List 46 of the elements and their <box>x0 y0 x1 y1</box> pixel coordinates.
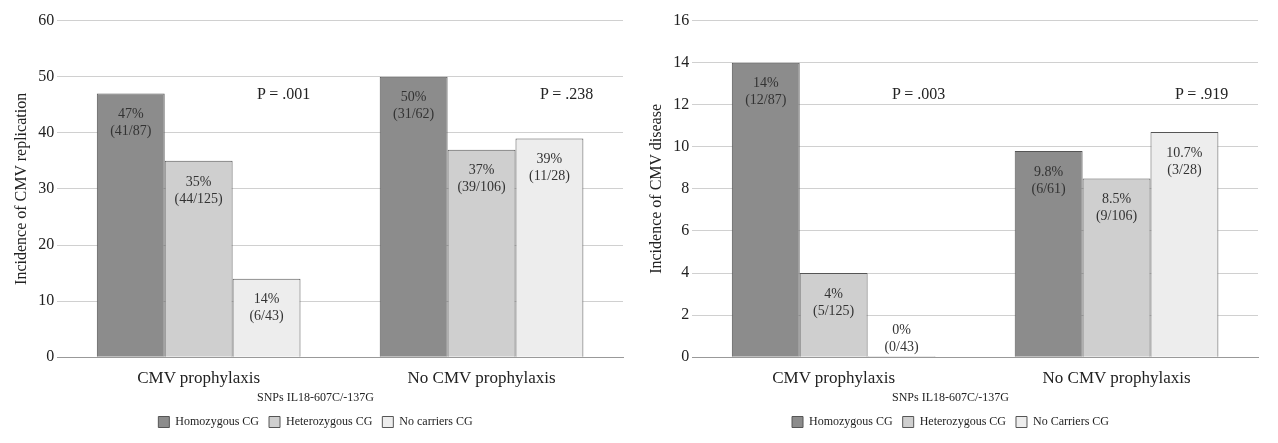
legend-label: Homozygous CG <box>175 414 260 429</box>
data-label: 37% (39/106) <box>457 162 506 196</box>
y-tick-label: 10 <box>38 291 55 309</box>
y-tick-label: 50 <box>38 66 55 84</box>
data-label: 39% (11/28) <box>529 151 571 185</box>
data-label: 47% (41/87) <box>110 106 152 140</box>
y-tick-label: 2 <box>681 305 690 323</box>
y-tick-label: 14 <box>673 52 690 70</box>
y-tick-label: 4 <box>681 263 690 281</box>
data-label: 50% (31/62) <box>393 89 435 123</box>
y-tick-label: 20 <box>38 235 55 253</box>
y-tick-label: 60 <box>38 10 55 28</box>
x-tick-label: No CMV prophylaxis <box>407 367 556 387</box>
data-label: 35% (44/125) <box>174 173 224 207</box>
x-tick-label: CMV prophylaxis <box>137 367 261 387</box>
legend-label: No Carriers CG <box>1033 414 1110 429</box>
data-label: 10.7% (3/28) <box>1166 144 1203 178</box>
y-tick-label: 0 <box>681 347 690 365</box>
y-tick-label: 10 <box>673 137 690 155</box>
y-tick-label: 40 <box>38 123 55 140</box>
legend-label: Homozygous CG <box>809 414 894 429</box>
data-label: 14% (12/87) <box>745 75 787 109</box>
x-tick-label: No CMV prophylaxis <box>1042 367 1191 387</box>
legend-label: Heterozygous CG <box>919 414 1007 429</box>
data-label: 9.8% (6/61) <box>1031 163 1067 197</box>
data-label: 0% (0/43) <box>884 321 919 355</box>
annotation: P = .919 <box>1174 84 1229 102</box>
legend-label: Heterozygous CG <box>286 414 373 429</box>
y-tick-label: 6 <box>681 221 690 239</box>
y-tick-label: 12 <box>673 94 690 112</box>
y-tick-label: 30 <box>38 179 55 197</box>
legend-title: SNPs IL18-607C/-137G <box>256 389 375 404</box>
y-axis-title: Incidence of CMV replication <box>11 92 30 285</box>
data-label: 14% (6/43) <box>249 291 284 325</box>
data-label: 8.5% (9/106) <box>1095 191 1138 225</box>
annotation: P = .238 <box>539 84 594 102</box>
y-axis-title: Incidence of CMV disease <box>646 103 664 274</box>
legend-label: No carriers CG <box>399 414 473 429</box>
x-tick-label: CMV prophylaxis <box>772 367 896 387</box>
y-tick-label: 8 <box>681 179 690 197</box>
legend-title: SNPs IL18-607C/-137G <box>891 389 1010 404</box>
annotation: P = .001 <box>256 84 311 102</box>
data-label: 4% (5/125) <box>813 285 855 319</box>
y-tick-label: 16 <box>673 10 690 28</box>
annotation: P = .003 <box>891 84 946 102</box>
y-tick-label: 0 <box>46 347 55 365</box>
